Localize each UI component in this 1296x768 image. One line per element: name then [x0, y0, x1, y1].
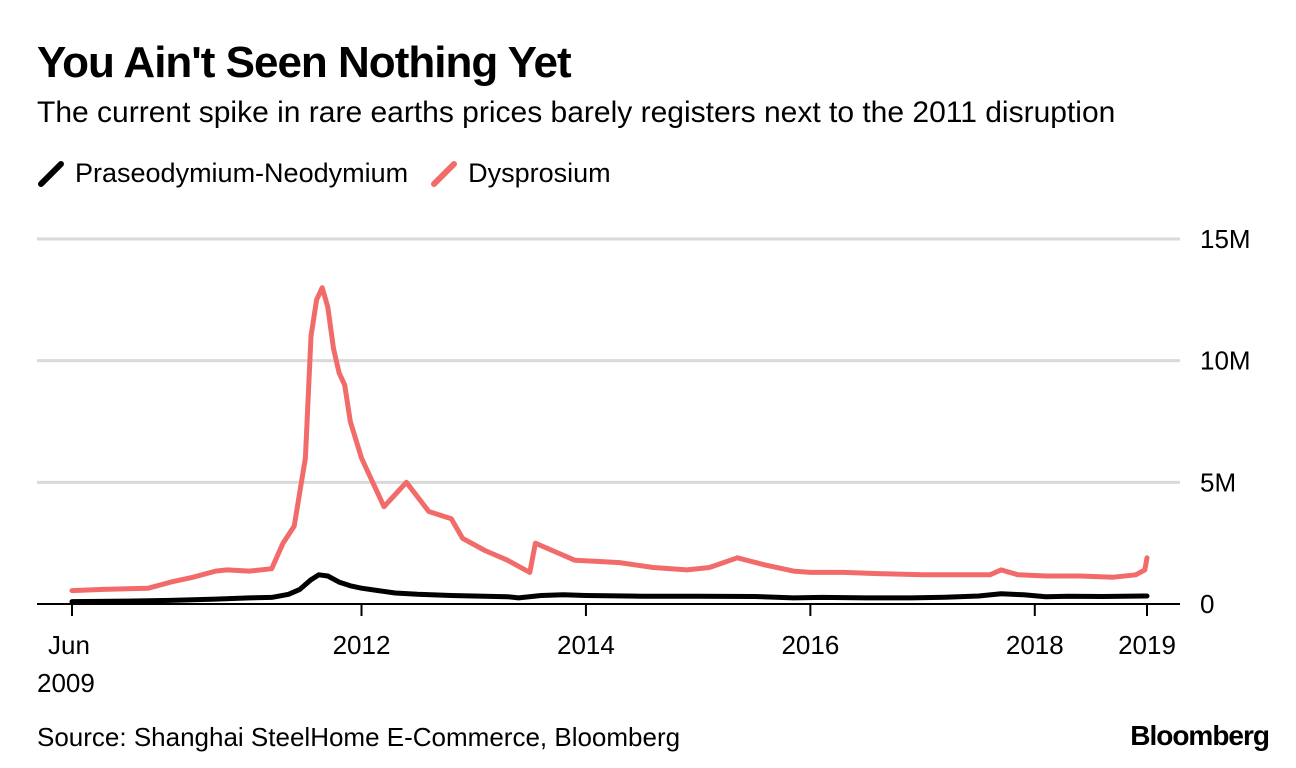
chart-subtitle: The current spike in rare earths prices … — [37, 96, 1116, 129]
x-tick-sublabel-0: 2009 — [37, 668, 95, 698]
y-tick-label-3: 15M — [1200, 224, 1251, 254]
y-tick-label-2: 10M — [1200, 346, 1251, 376]
y-tick-label-1: 5M — [1200, 467, 1236, 497]
series-line-praseodymium-neodymium — [69, 572, 1150, 605]
legend-item-dysprosium: Dysprosium — [430, 157, 611, 189]
legend-item-prndnd: Praseodymium-Neodymium — [37, 157, 408, 189]
x-tick-label-4: 2018 — [1006, 630, 1064, 660]
x-tick-label-2: 2014 — [557, 630, 615, 660]
legend-swatch-dysprosium — [431, 161, 458, 187]
x-tick-label-0: Jun — [48, 630, 90, 660]
source-note: Source: Shanghai SteelHome E-Commerce, B… — [37, 722, 681, 752]
legend-label-dysprosium: Dysprosium — [468, 157, 611, 188]
series-line-dysprosium — [69, 285, 1150, 594]
chart-title: You Ain't Seen Nothing Yet — [37, 38, 572, 87]
legend-label-prndnd: Praseodymium-Neodymium — [75, 157, 409, 188]
brand-logo: Bloomberg — [1130, 720, 1270, 751]
x-tick-label-5: 2019 — [1118, 630, 1176, 660]
y-tick-label-0: 0 — [1200, 589, 1214, 619]
x-tick-label-3: 2016 — [781, 630, 839, 660]
legend-swatch-prndnd — [38, 161, 64, 187]
legend: Praseodymium-Neodymium Dysprosium — [37, 157, 633, 189]
x-tick-label-1: 2012 — [333, 630, 391, 660]
